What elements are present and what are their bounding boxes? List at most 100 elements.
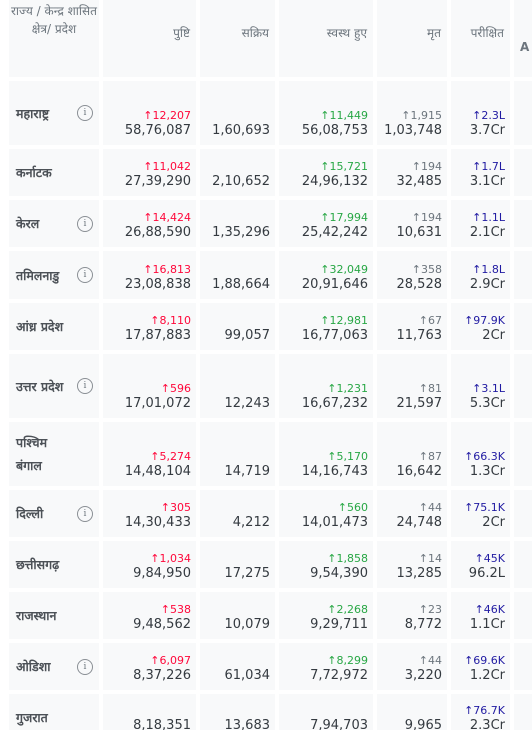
confirmed-delta: ↑6,097: [150, 654, 191, 667]
confirmed-value: 17,87,883: [124, 328, 191, 343]
state-name-cell[interactable]: आंध्र प्रदेश: [9, 303, 99, 350]
state-name-cell[interactable]: कर्नाटक: [9, 149, 99, 196]
info-icon[interactable]: i: [77, 267, 93, 283]
confirmed-delta: ↑1,034: [150, 552, 191, 565]
tested-delta: ↑97.9K: [464, 314, 505, 327]
state-name: गुजरात: [16, 709, 48, 725]
recovered-value: 9,54,390: [310, 566, 368, 581]
deceased-cell: ↑81 21,597: [377, 354, 447, 418]
confirmed-delta: ↑8,110: [150, 314, 191, 327]
extra-cell: [514, 490, 532, 537]
active-value: 4,212: [232, 515, 270, 530]
header-state[interactable]: राज्य / केन्द्र शासित क्षेत्र/ प्रदेश: [9, 0, 99, 77]
confirmed-value: 27,39,290: [124, 174, 191, 189]
active-value: 17,275: [224, 566, 271, 581]
tested-cell: ↑97.9K 2Cr: [451, 303, 510, 350]
active-value: 99,057: [224, 328, 271, 343]
state-name: दिल्ली: [16, 506, 44, 521]
state-name-cell[interactable]: महाराष्ट्र i: [9, 81, 99, 145]
state-name: तमिलनाडु: [16, 267, 60, 283]
info-icon[interactable]: i: [77, 658, 93, 675]
tested-cell: ↑76.7K 2.3Cr: [451, 694, 510, 730]
state-name-cell[interactable]: राजस्थान: [9, 592, 99, 639]
recovered-cell: ↑8,299 7,72,972: [279, 643, 373, 690]
deceased-value: 9,965: [404, 718, 442, 730]
tested-value: 2.3Cr: [469, 718, 505, 730]
info-icon[interactable]: i: [77, 505, 93, 522]
active-cell: 4,212: [200, 490, 275, 537]
recovered-delta: ↑15,721: [320, 160, 368, 173]
info-icon[interactable]: i: [77, 378, 93, 394]
deceased-cell: ↑1,915 1,03,748: [377, 81, 447, 145]
active-cell: 12,243: [200, 354, 275, 418]
deceased-cell: ↑67 11,763: [377, 303, 447, 350]
recovered-cell: 7,94,703: [279, 694, 373, 730]
tested-delta: ↑3.1L: [472, 382, 505, 395]
extra-cell: [514, 354, 532, 418]
state-name-cell[interactable]: दिल्ली i: [9, 490, 99, 537]
state-name-cell[interactable]: छत्तीसगढ़: [9, 541, 99, 588]
recovered-value: 7,94,703: [310, 718, 368, 730]
state-name-cell[interactable]: केरल i: [9, 200, 99, 247]
state-name-cell[interactable]: तमिलनाडु i: [9, 251, 99, 299]
header-recovered[interactable]: स्वस्थ हुए: [279, 0, 373, 77]
confirmed-value: 58,76,087: [124, 123, 191, 138]
tested-value: 2Cr: [482, 328, 505, 343]
confirmed-value: 17,01,072: [124, 396, 191, 411]
state-name: उत्तर प्रदेश: [16, 378, 64, 394]
header-tested[interactable]: परीक्षित: [451, 0, 510, 77]
state-name: महाराष्ट्र: [16, 105, 50, 121]
state-name-cell[interactable]: ओडिशा i: [9, 643, 99, 690]
deceased-value: 24,748: [396, 515, 443, 530]
active-cell: 61,034: [200, 643, 275, 690]
confirmed-value: 8,37,226: [133, 668, 191, 683]
confirmed-value: 8,18,351: [133, 718, 191, 730]
active-value: 1,88,664: [212, 277, 270, 292]
extra-cell: [514, 541, 532, 588]
deceased-value: 13,285: [396, 566, 443, 581]
extra-cell: [514, 303, 532, 350]
tested-cell: ↑2.3L 3.7Cr: [451, 81, 510, 145]
deceased-cell: ↑44 24,748: [377, 490, 447, 537]
state-name-cell[interactable]: उत्तर प्रदेश i: [9, 354, 99, 418]
active-cell: 1,35,296: [200, 200, 275, 247]
state-name-cell[interactable]: पश्चिम बंगाल: [9, 422, 99, 486]
header-active[interactable]: सक्रिय: [200, 0, 275, 77]
state-name-cell[interactable]: गुजरात: [9, 694, 99, 730]
active-value: 10,079: [224, 617, 271, 632]
state-name: ओडिशा: [16, 659, 51, 674]
tested-value: 2.1Cr: [469, 225, 505, 240]
confirmed-cell: ↑538 9,48,562: [103, 592, 196, 639]
tested-delta: ↑76.7K: [464, 704, 505, 717]
header-deceased[interactable]: मृत: [377, 0, 447, 77]
extra-cell: [514, 81, 532, 145]
info-icon[interactable]: i: [77, 215, 93, 232]
tested-value: 96.2L: [468, 566, 505, 581]
deceased-delta: ↑23: [418, 603, 442, 616]
active-cell: 17,275: [200, 541, 275, 588]
state-name: राजस्थान: [16, 608, 57, 623]
confirmed-value: 14,48,104: [124, 464, 191, 479]
recovered-cell: ↑560 14,01,473: [279, 490, 373, 537]
tested-value: 1.3Cr: [469, 464, 505, 479]
recovered-value: 56,08,753: [301, 123, 368, 138]
confirmed-cell: ↑6,097 8,37,226: [103, 643, 196, 690]
header-confirmed[interactable]: पुष्टि: [103, 0, 196, 77]
tested-value: 1.1Cr: [469, 617, 505, 632]
recovered-cell: ↑15,721 24,96,132: [279, 149, 373, 196]
recovered-value: 25,42,242: [301, 225, 368, 240]
recovered-value: 16,77,063: [301, 328, 368, 343]
confirmed-cell: ↑14,424 26,88,590: [103, 200, 196, 247]
recovered-value: 9,29,711: [310, 617, 368, 632]
recovered-delta: ↑17,994: [320, 211, 368, 224]
recovered-delta: ↑32,049: [320, 263, 368, 276]
recovered-value: 7,72,972: [310, 668, 368, 683]
deceased-delta: ↑87: [418, 450, 442, 463]
state-name: छत्तीसगढ़: [16, 557, 60, 572]
info-icon[interactable]: i: [77, 105, 93, 121]
confirmed-cell: ↑16,813 23,08,838: [103, 251, 196, 299]
header-extra[interactable]: A: [514, 0, 532, 77]
deceased-delta: ↑44: [418, 654, 442, 667]
state-table: राज्य / केन्द्र शासित क्षेत्र/ प्रदेश पु…: [9, 0, 532, 730]
confirmed-cell: ↑1,034 9,84,950: [103, 541, 196, 588]
